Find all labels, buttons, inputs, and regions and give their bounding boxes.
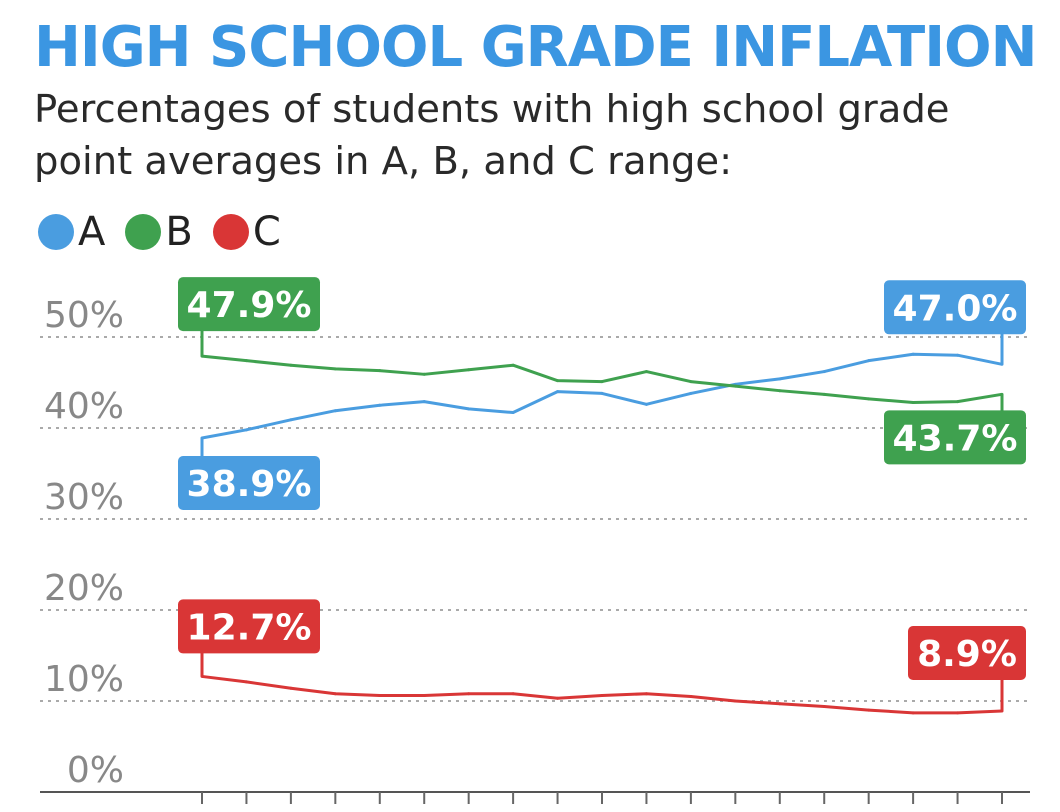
series-c-point (822, 704, 826, 708)
series-a-point (956, 353, 960, 357)
series-c-point (511, 692, 515, 696)
series-c-data-label: 8.9% (917, 634, 1017, 675)
series-a-point (378, 403, 382, 407)
series-c-point (556, 696, 560, 700)
series-a-point (289, 418, 293, 422)
y-tick-label: 40% (44, 386, 124, 427)
series-c-point (289, 686, 293, 690)
series-a-point (467, 407, 471, 411)
series-a-point (333, 409, 337, 413)
legend-item-b: B (125, 209, 193, 255)
legend-label-c: C (252, 209, 281, 255)
legend-swatch-c (212, 214, 249, 250)
series-a-point (511, 411, 515, 415)
legend-item-a: A (38, 209, 105, 255)
series-b-point (689, 380, 693, 384)
series-b-point (556, 379, 560, 383)
series-a-point (600, 391, 604, 395)
series-c-point (867, 708, 871, 712)
series-b-point (378, 369, 382, 373)
series-c-point (422, 694, 426, 698)
series-a-point (689, 391, 693, 395)
series-c-point (778, 702, 782, 706)
series-a-point (867, 359, 871, 363)
series-c-point (600, 694, 604, 698)
y-tick-label: 10% (44, 659, 124, 700)
series-b-line (201, 354, 1003, 405)
series-a-point (911, 352, 915, 356)
series-c-label-box (178, 599, 320, 654)
series-b-point (333, 367, 337, 371)
legend: A B C (38, 206, 301, 258)
series-a-label-box (178, 456, 320, 511)
y-tick-label: 30% (44, 477, 124, 518)
series-b-data-label: 43.7% (893, 418, 1018, 459)
series-a-point (778, 377, 782, 381)
series-a-point (244, 428, 248, 432)
series-b-point (733, 384, 737, 388)
series-b-label-box (178, 277, 320, 332)
series-a-point (644, 402, 648, 406)
chart-subtitle: Percentages of students with high school… (34, 87, 950, 184)
series-c-point (911, 711, 915, 715)
series-c-point (644, 692, 648, 696)
series-b-data-label: 47.9% (187, 285, 312, 326)
legend-swatch-b (125, 214, 162, 250)
series-c-point (244, 680, 248, 684)
series-b-point (511, 363, 515, 367)
series-b-point (778, 389, 782, 393)
series-c-point (467, 692, 471, 696)
series-b-label-box (884, 410, 1026, 465)
series-a-data-label: 47.0% (893, 288, 1018, 329)
series-c-data-label: 12.7% (187, 607, 312, 648)
series-a-point (556, 390, 560, 394)
legend-item-c: C (212, 209, 281, 255)
series-a-point (422, 400, 426, 404)
series-b-point (822, 392, 826, 396)
series-a-label-box (884, 280, 1026, 335)
series-a-point (822, 370, 826, 374)
series-c-point (378, 694, 382, 698)
series-c-point (333, 692, 337, 696)
series-b-point (467, 368, 471, 372)
series-b-point (867, 397, 871, 401)
series-b-point (600, 380, 604, 384)
y-tick-label: 50% (44, 295, 124, 336)
series-c-point (733, 699, 737, 703)
y-tick-label: 0% (67, 750, 124, 791)
series-b-point (644, 370, 648, 374)
series-c-point (956, 711, 960, 715)
legend-label-b: B (165, 209, 193, 255)
series-b-point (956, 400, 960, 404)
chart-title: HIGH SCHOOL GRADE INFLATION (34, 15, 1038, 80)
series-b-point (244, 359, 248, 363)
y-tick-label: 20% (44, 568, 124, 609)
series-b-point (289, 363, 293, 367)
series-c-point (689, 694, 693, 698)
series-b-point (911, 401, 915, 405)
series-a-data-label: 38.9% (187, 464, 312, 505)
series-c-label-box (908, 626, 1026, 681)
legend-swatch-a (38, 214, 74, 250)
legend-label-a: A (78, 209, 106, 255)
series-b-point (422, 372, 426, 376)
